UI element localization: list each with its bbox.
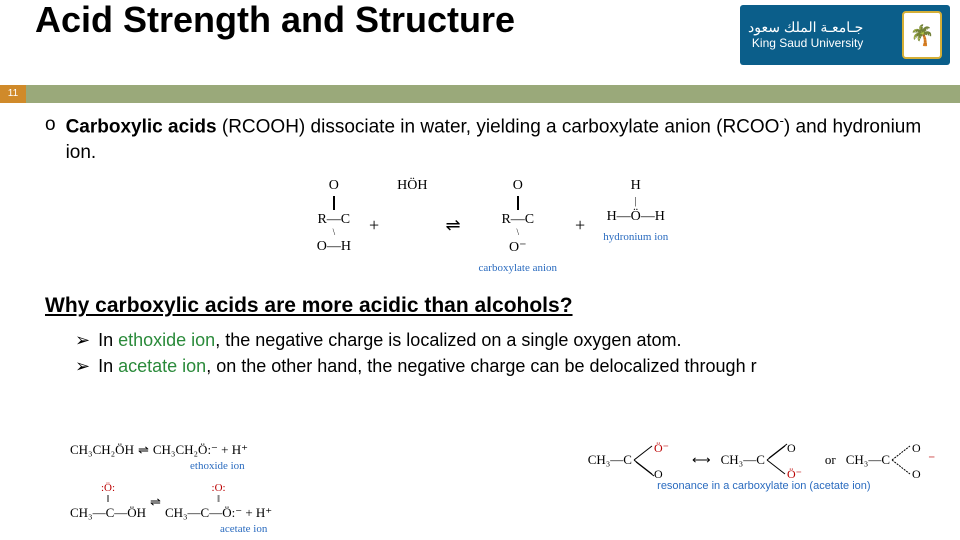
eq-rc: R—C <box>317 212 350 228</box>
or-text: or <box>825 452 836 468</box>
acoh-o: :Ö: <box>101 482 115 494</box>
svg-text:Ö⁻: Ö⁻ <box>787 467 802 478</box>
acetate-equation: :Ö: ‖ CH₃—C—ÖH ⇌ :O: ‖ CH₃—C—Ö:⁻ + H⁺ ac… <box>70 482 272 535</box>
eq-arr-1: ⇌ <box>138 442 149 458</box>
plus-2: + <box>569 215 591 236</box>
res-m3: CH₃—C <box>846 452 890 468</box>
double-bond-2 <box>517 196 519 210</box>
eq-p1-o: O <box>513 178 523 194</box>
eq-oh: O—H <box>317 239 351 255</box>
svg-text:O: O <box>787 442 796 455</box>
res-m2-angled: O Ö⁻ <box>765 442 815 478</box>
carboxylate-label: carboxylate anion <box>479 262 558 274</box>
svg-text:O: O <box>654 467 663 478</box>
acetate-main: CH₃—C—Ö:⁻ + H⁺ <box>165 505 272 521</box>
acetate-o: :O: <box>212 482 226 494</box>
ethoxide-acetate-equations: CH₃CH₂ÖH ⇌ CH₃CH₂Ö:⁻ + H⁺ ethoxide ion :… <box>70 442 272 535</box>
sub1-green: ethoxide ion <box>118 330 215 350</box>
bullet-1-text: Carboxylic acids (RCOOH) dissociate in w… <box>66 112 940 166</box>
equation-dissociation: O R—C \ O—H + HÖH ⇌ O R—C \ O⁻ carboxyla… <box>243 178 743 274</box>
logo-text: جـامعـة الملك سعود King Saud University <box>748 19 863 50</box>
bullet-1: o Carboxylic acids (RCOOH) dissociate in… <box>45 112 940 166</box>
subheading-why: Why carboxylic acids are more acidic tha… <box>45 294 940 318</box>
content-area: o Carboxylic acids (RCOOH) dissociate in… <box>45 112 940 380</box>
triangle-marker-2: ➢ <box>75 354 90 378</box>
ethoxide-prod: CH₃CH₂Ö:⁻ + H⁺ <box>153 442 248 458</box>
resonance-caption: resonance in a carboxylate ion (acetate … <box>657 480 870 492</box>
svg-text:O: O <box>912 442 921 455</box>
sub2-green: acetate ion <box>118 356 206 376</box>
slide-number: 11 <box>0 85 26 103</box>
eq-p2-hoh: H—Ö—H <box>607 209 665 225</box>
svg-text:⁻: ⁻ <box>928 453 935 468</box>
sub1-pre: In <box>98 330 118 350</box>
bullet-1-lead: Carboxylic acids <box>66 116 217 137</box>
ethoxide-label: ethoxide ion <box>190 460 272 472</box>
sub2-pre: In <box>98 356 118 376</box>
logo-arabic: جـامعـة الملك سعود <box>748 19 863 36</box>
res-m2: CH₃—C <box>721 452 765 468</box>
equilibrium-arrow: ⇌ <box>439 215 466 236</box>
title-underline-bar <box>0 85 960 103</box>
eq-arr-2: ⇌ <box>150 494 161 510</box>
double-bond <box>333 196 335 210</box>
bottom-diagrams: CH₃CH₂ÖH ⇌ CH₃CH₂Ö:⁻ + H⁺ ethoxide ion :… <box>70 442 940 535</box>
sub-bullet-1-text: In ethoxide ion, the negative charge is … <box>98 328 681 352</box>
eq-p2-h: H <box>631 178 641 194</box>
eq-p1-rc: R—C <box>501 212 534 228</box>
sub-bullet-2-text: In acetate ion, on the other hand, the n… <box>98 354 756 378</box>
university-logo: جـامعـة الملك سعود King Saud University … <box>740 5 950 65</box>
hydronium-label: hydronium ion <box>603 231 668 243</box>
eq-hoh: HÖH <box>397 178 427 194</box>
res-arrow-1: ⟷ <box>692 452 711 468</box>
resonance-diagram: CH₃—C Ö⁻ O ⟷ CH₃—C O Ö⁻ or CH₃—C O O ⁻ reson… <box>588 442 940 492</box>
res-m1: CH₃—C <box>588 452 632 468</box>
ethanol: CH₃CH₂ÖH <box>70 442 134 458</box>
sub-bullet-1: ➢ In ethoxide ion, the negative charge i… <box>75 328 940 352</box>
plus-1: + <box>363 215 385 236</box>
svg-text:Ö⁻: Ö⁻ <box>654 442 669 455</box>
reactant-rcooh: O R—C \ O—H <box>317 178 351 255</box>
sub1-post: , the negative charge is localized on a … <box>215 330 681 350</box>
logo-english: King Saud University <box>748 36 863 50</box>
slide-title: Acid Strength and Structure <box>35 0 515 40</box>
sub2-post: , on the other hand, the negative charge… <box>206 356 756 376</box>
acoh-main: CH₃—C—ÖH <box>70 505 146 521</box>
bullet-1-rest: (RCOOH) dissociate in water, yielding a … <box>217 116 780 137</box>
sub-bullet-2: ➢ In acetate ion, on the other hand, the… <box>75 354 940 378</box>
product-carboxylate: O R—C \ O⁻ carboxylate anion <box>479 178 558 274</box>
eq-p1-ominus: O⁻ <box>509 239 527 256</box>
logo-emblem: 🌴 <box>902 11 942 59</box>
res-m1-angled: Ö⁻ O <box>632 442 682 478</box>
reactant-water: HÖH <box>397 178 427 194</box>
triangle-marker-1: ➢ <box>75 328 90 352</box>
res-m3-angled: O O ⁻ <box>890 442 940 478</box>
eq-o-top: O <box>329 178 339 194</box>
svg-text:O: O <box>912 467 921 478</box>
acetate-label: acetate ion <box>220 523 272 535</box>
ethoxide-equation: CH₃CH₂ÖH ⇌ CH₃CH₂Ö:⁻ + H⁺ ethoxide ion <box>70 442 272 472</box>
bullet-marker: o <box>45 112 56 166</box>
product-hydronium: H | H—Ö—H hydronium ion <box>603 178 668 243</box>
